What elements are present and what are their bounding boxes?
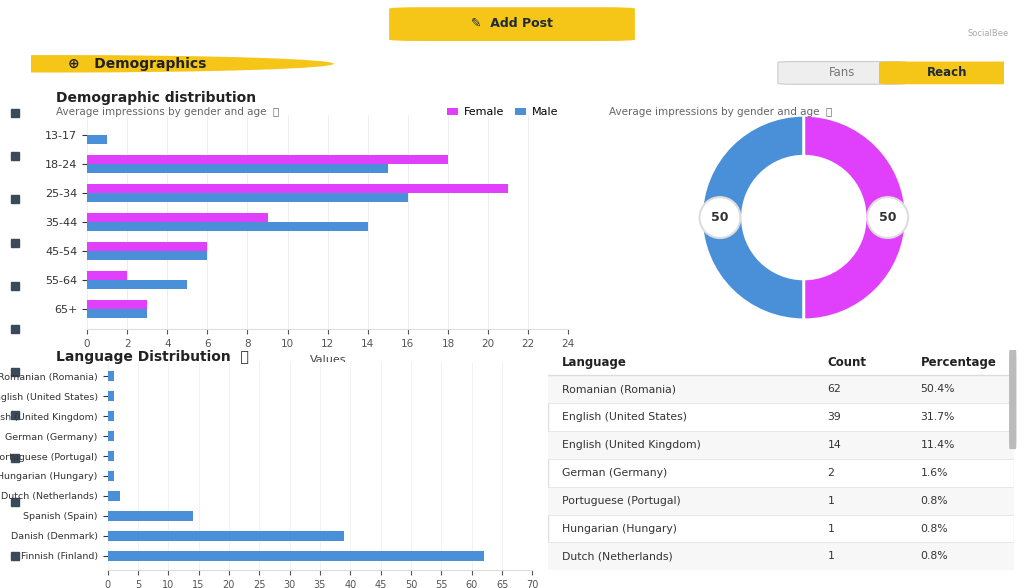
Text: Fans: Fans (828, 66, 855, 79)
Bar (87, 222, 368, 231)
FancyBboxPatch shape (879, 62, 1015, 84)
Text: 50: 50 (712, 211, 729, 224)
Bar (108, 391, 114, 401)
Bar (87, 213, 267, 222)
FancyBboxPatch shape (1009, 350, 1017, 449)
Bar (87, 251, 207, 260)
Text: 50: 50 (879, 211, 896, 224)
Text: 0.8%: 0.8% (921, 552, 948, 562)
Bar (108, 411, 114, 421)
FancyBboxPatch shape (548, 543, 1014, 570)
Text: 31.7%: 31.7% (921, 412, 955, 422)
Bar (108, 471, 114, 481)
Text: Portuguese (Portugal): Portuguese (Portugal) (562, 496, 681, 506)
Text: Romanian (Romania): Romanian (Romania) (562, 384, 676, 394)
Text: Dutch (Netherlands): Dutch (Netherlands) (562, 552, 673, 562)
Bar (87, 193, 408, 202)
FancyBboxPatch shape (778, 62, 906, 84)
FancyBboxPatch shape (548, 375, 1014, 403)
Bar (108, 551, 484, 561)
Bar (108, 451, 114, 461)
Bar (87, 270, 127, 280)
Wedge shape (804, 115, 906, 320)
Bar (87, 280, 187, 289)
Text: Language: Language (562, 356, 627, 369)
Text: SocialBee: SocialBee (968, 29, 1009, 38)
Bar (108, 371, 114, 381)
FancyBboxPatch shape (548, 487, 1014, 514)
Text: 🛒   🔔   👤: 🛒 🔔 👤 (872, 16, 920, 29)
Text: 1: 1 (827, 552, 835, 562)
Bar (108, 511, 193, 521)
Text: 11.4%: 11.4% (921, 440, 955, 450)
Circle shape (699, 197, 740, 238)
Text: Count: Count (827, 356, 866, 369)
Text: 1: 1 (827, 523, 835, 533)
FancyBboxPatch shape (548, 350, 1014, 375)
FancyBboxPatch shape (389, 7, 635, 41)
Text: 39: 39 (827, 412, 841, 422)
Text: ❖  SocialBee  v: ❖ SocialBee v (39, 17, 157, 31)
Bar (108, 431, 114, 441)
Circle shape (0, 55, 334, 72)
Text: 14: 14 (827, 440, 841, 450)
FancyBboxPatch shape (548, 431, 1014, 459)
Text: Average impressions by gender and age  ⓘ: Average impressions by gender and age ⓘ (56, 107, 280, 117)
Bar (87, 183, 508, 193)
Wedge shape (701, 115, 804, 320)
Text: ⊕   Demographics: ⊕ Demographics (69, 57, 207, 71)
Text: 2: 2 (827, 468, 835, 478)
Text: Reach: Reach (927, 66, 968, 79)
FancyBboxPatch shape (548, 350, 1014, 570)
Text: ✎  Add Post: ✎ Add Post (471, 16, 553, 29)
Text: English (United States): English (United States) (562, 412, 687, 422)
Text: 50.4%: 50.4% (921, 384, 955, 394)
Bar (87, 135, 108, 144)
Bar (87, 164, 388, 173)
Text: SocialBee: SocialBee (966, 12, 1011, 21)
Text: 62: 62 (827, 384, 841, 394)
Bar (108, 531, 344, 541)
Text: 1: 1 (827, 496, 835, 506)
Bar (87, 309, 147, 318)
Text: German (Germany): German (Germany) (562, 468, 667, 478)
Bar (87, 242, 207, 251)
Text: Percentage: Percentage (921, 356, 996, 369)
Bar (108, 491, 120, 501)
Text: 0.8%: 0.8% (921, 523, 948, 533)
Text: Demographic distribution: Demographic distribution (56, 91, 256, 105)
Text: Hungarian (Hungary): Hungarian (Hungary) (562, 523, 677, 533)
X-axis label: Values: Values (309, 355, 346, 365)
Legend: Female, Male: Female, Male (442, 103, 563, 122)
Text: 0.8%: 0.8% (921, 496, 948, 506)
Bar (87, 300, 147, 309)
Text: 1.6%: 1.6% (921, 468, 948, 478)
Text: Average impressions by gender and age  ⓘ: Average impressions by gender and age ⓘ (609, 107, 833, 117)
Text: English (United Kingdom): English (United Kingdom) (562, 440, 700, 450)
Text: Language Distribution  ⓘ: Language Distribution ⓘ (56, 350, 249, 364)
Bar (87, 155, 447, 164)
Circle shape (867, 197, 908, 238)
